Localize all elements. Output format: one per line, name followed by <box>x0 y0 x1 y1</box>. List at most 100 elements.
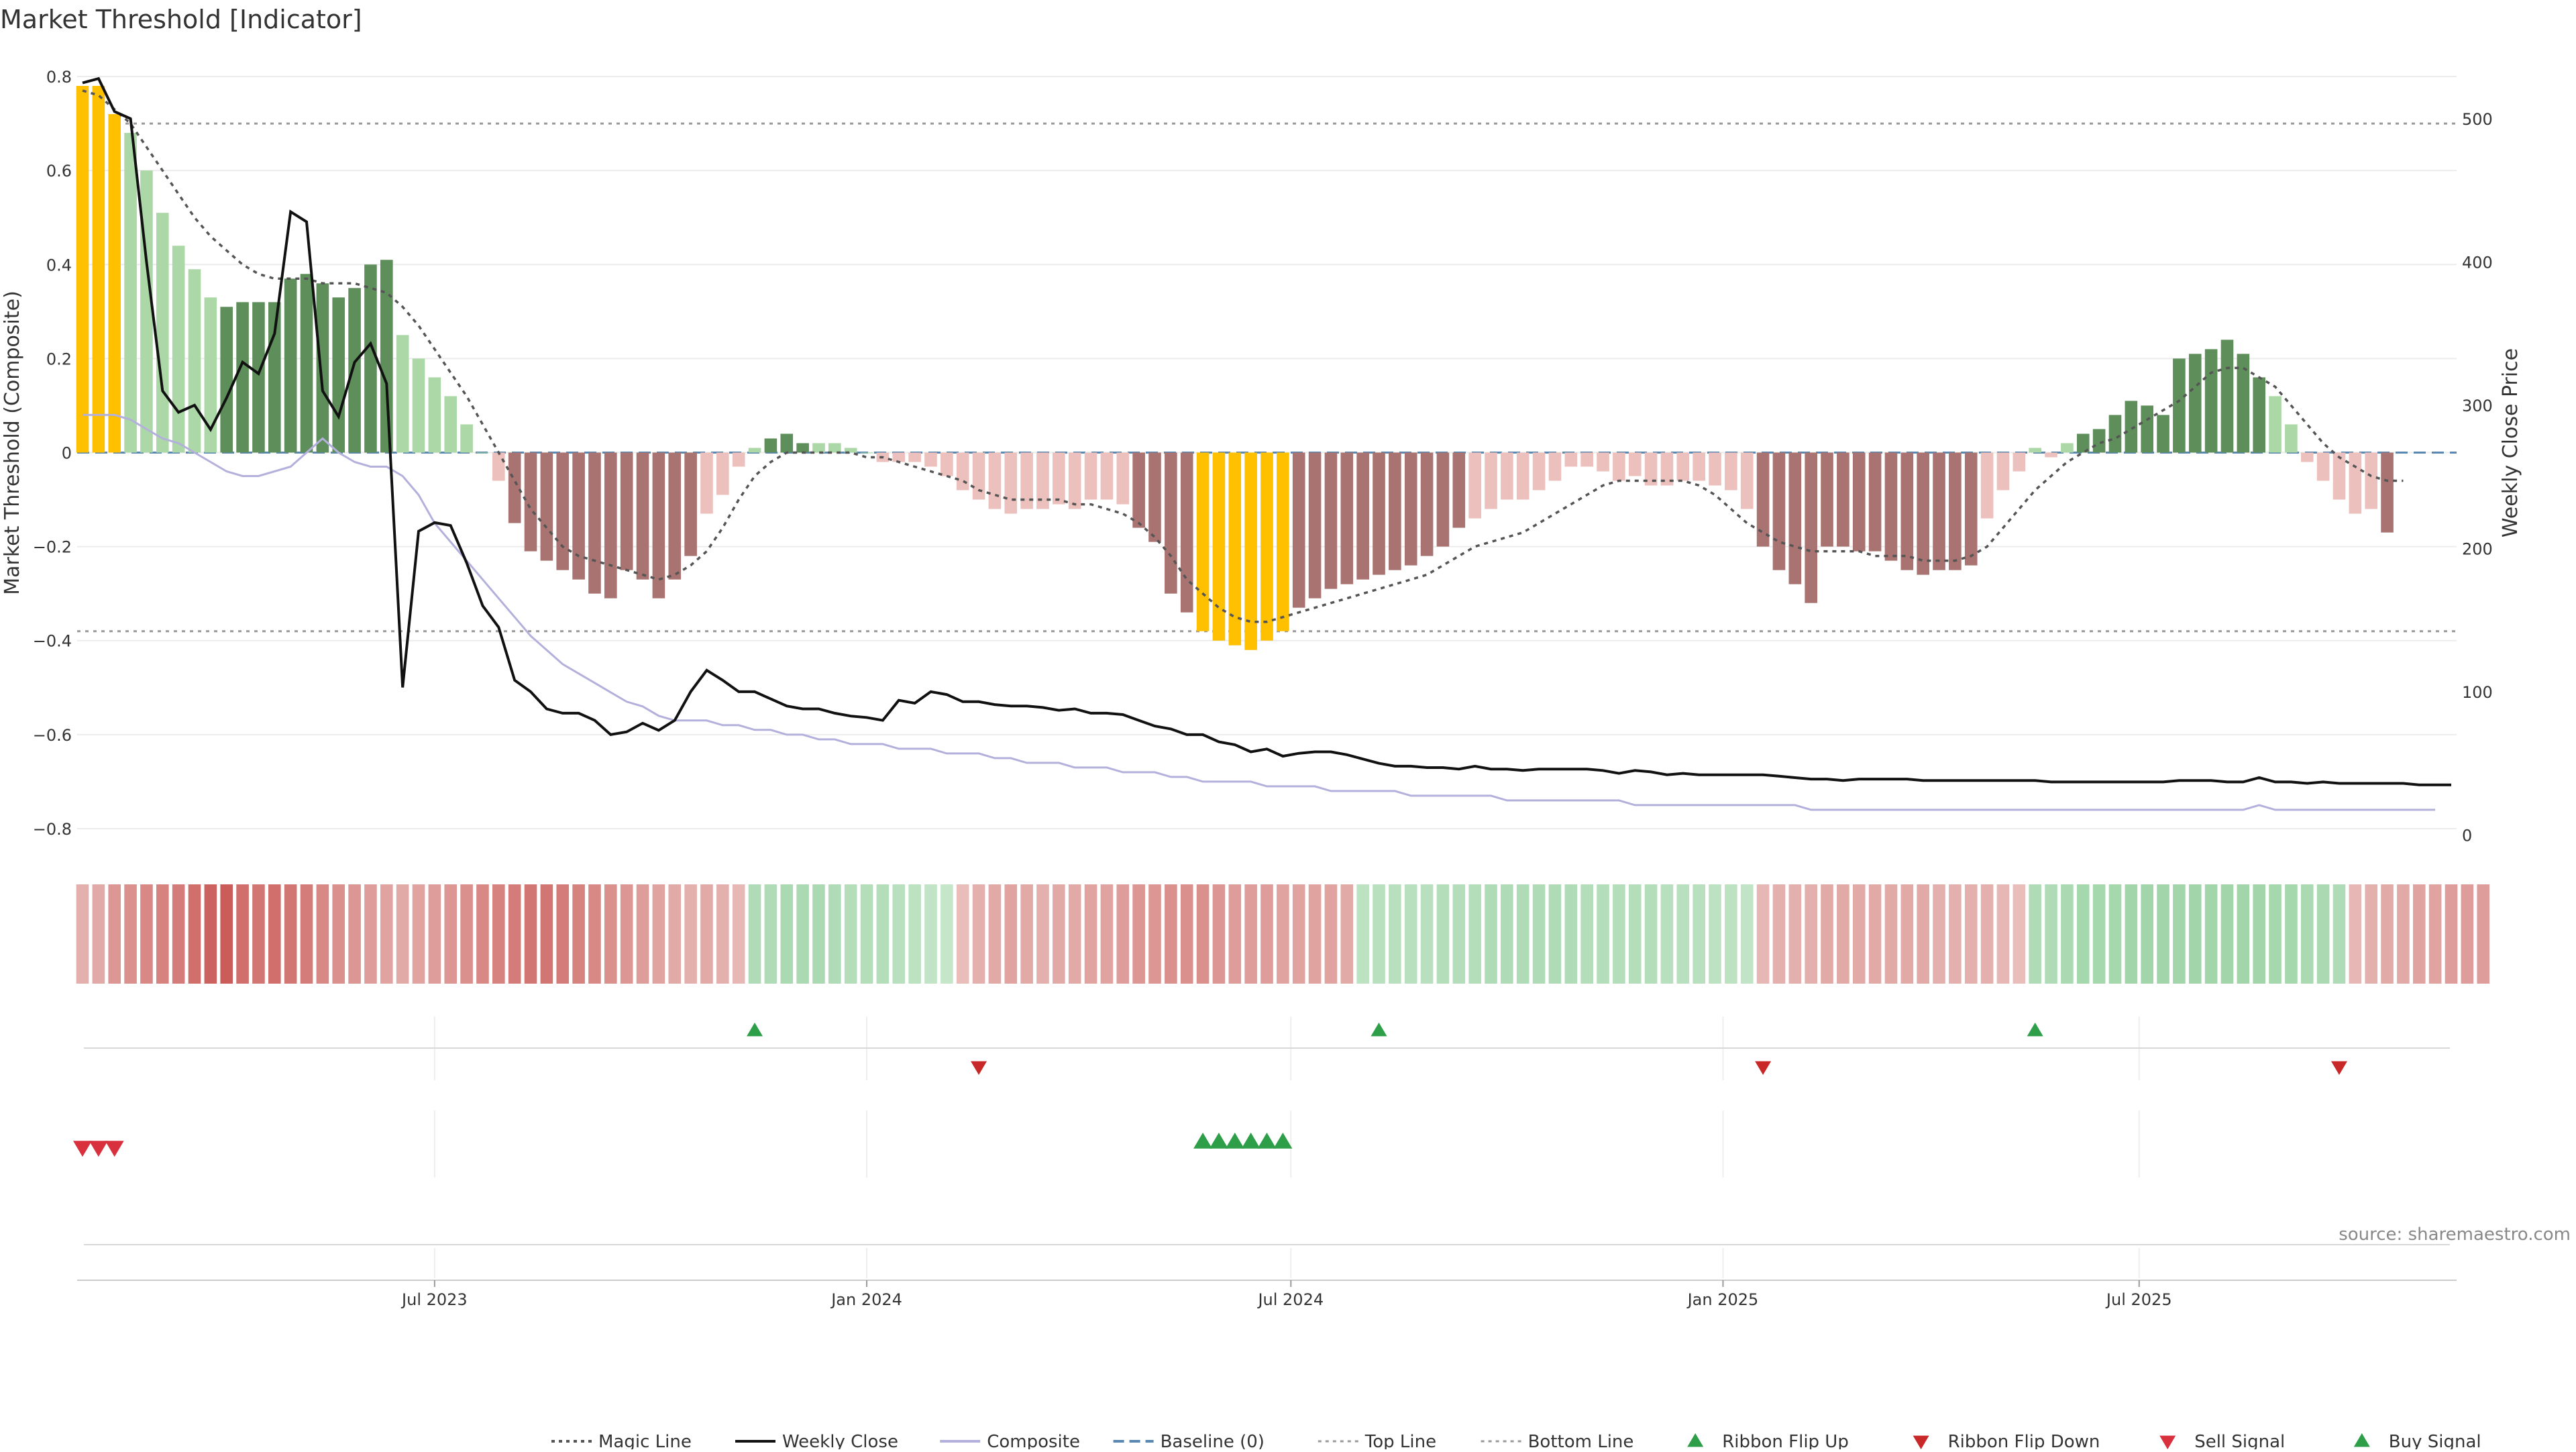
composite-bar <box>332 297 345 453</box>
ribbon-cell <box>2076 884 2090 984</box>
ribbon-cell <box>956 884 969 984</box>
composite-bar <box>188 269 201 453</box>
legend-label: Weekly Close <box>782 1432 898 1449</box>
composite-bar <box>2141 405 2154 453</box>
composite-bar <box>508 452 521 523</box>
ribbon-cell <box>2157 884 2169 984</box>
ribbon-cell <box>1116 884 1130 984</box>
ribbon-cell <box>2237 884 2250 984</box>
composite-bar <box>284 278 297 453</box>
ribbon-cell <box>1516 884 1529 984</box>
y-tick-right-label: 300 <box>2462 397 2493 415</box>
ribbon-cell <box>684 884 697 984</box>
ribbon-cell <box>572 884 585 984</box>
ribbon-cell <box>2204 884 2218 984</box>
ribbon-cell <box>1740 884 1754 984</box>
composite-bar <box>1324 452 1338 589</box>
ribbon-cell <box>204 884 217 984</box>
ribbon-cell <box>2365 884 2378 984</box>
ribbon-cell <box>2300 884 2314 984</box>
ribbon-cell <box>716 884 729 984</box>
composite-bar <box>924 452 937 467</box>
composite-bar <box>1452 452 1466 528</box>
y-axis-right-title: Weekly Close Price <box>2499 348 2522 537</box>
composite-bar <box>2269 396 2282 453</box>
buy-signal-marker <box>1225 1133 1244 1149</box>
ribbon-cell <box>252 884 265 984</box>
ribbon-cell <box>1772 884 1786 984</box>
ribbon-cell <box>636 884 649 984</box>
ribbon-cell <box>1373 884 1385 984</box>
composite-bar <box>2029 448 2041 453</box>
ribbon-cell <box>1244 884 1257 984</box>
ribbon-cell <box>220 884 233 984</box>
ribbon-cell <box>812 884 825 984</box>
legend-label: Baseline (0) <box>1161 1432 1265 1449</box>
ribbon-cell <box>1212 884 1226 984</box>
ribbon-cell <box>428 884 441 984</box>
composite-bar <box>1580 452 1593 467</box>
ribbon-cell <box>1308 884 1322 984</box>
ribbon-cell <box>764 884 777 984</box>
ribbon-cell <box>1949 884 1962 984</box>
composite-bar <box>716 452 729 495</box>
composite-bar <box>2157 415 2169 453</box>
composite-bar <box>1597 452 1609 472</box>
composite-bar <box>1053 452 1065 505</box>
composite-bar <box>700 452 713 514</box>
sell-signal-marker <box>73 1141 92 1157</box>
composite-bar <box>588 452 601 594</box>
composite-bar <box>1148 452 1161 542</box>
composite-bar <box>76 86 89 453</box>
composite-bar <box>1501 452 1513 500</box>
composite-bar <box>1660 452 1674 486</box>
composite-bar <box>1980 452 1994 519</box>
ribbon-cell <box>732 884 745 984</box>
ribbon-cell <box>972 884 985 984</box>
y-tick-left-label: −0.4 <box>33 632 72 651</box>
y-tick-right-label: 200 <box>2462 539 2493 558</box>
ribbon-cell <box>2428 884 2442 984</box>
ribbon-cell <box>476 884 489 984</box>
y-tick-right-label: 400 <box>2462 253 2493 272</box>
ribbon-cell <box>1180 884 1193 984</box>
buy-signal-marker <box>1257 1133 1277 1149</box>
legend-label: Magic Line <box>598 1432 692 1449</box>
ribbon-cell <box>908 884 921 984</box>
ribbon-cell <box>268 884 281 984</box>
composite-bar <box>572 452 585 580</box>
composite-bar <box>620 452 633 570</box>
composite-bar <box>220 307 233 453</box>
ribbon-cell <box>1148 884 1161 984</box>
y-tick-left-label: 0.4 <box>46 256 72 274</box>
composite-bar <box>2076 433 2090 453</box>
ribbon-flip-up-marker <box>747 1023 763 1037</box>
magic-line <box>82 89 2404 623</box>
ribbon-cell <box>1485 884 1497 984</box>
ribbon-cell <box>508 884 521 984</box>
ribbon-cell <box>1548 884 1562 984</box>
ribbon-cell <box>1884 884 1898 984</box>
ribbon-cell <box>2029 884 2041 984</box>
ribbon-cell <box>1292 884 1305 984</box>
legend-label: Sell Signal <box>2194 1432 2285 1449</box>
composite-bar <box>2204 349 2218 453</box>
buy-signal-marker <box>1241 1133 1260 1149</box>
x-tick-label: Jul 2024 <box>1256 1290 1324 1309</box>
ribbon-cell <box>188 884 201 984</box>
composite-bar <box>780 433 794 453</box>
ribbon-cell <box>860 884 873 984</box>
composite-bar <box>2316 452 2330 481</box>
composite-bar <box>1212 452 1226 641</box>
composite-bar <box>1532 452 1546 490</box>
composite-bar <box>1004 452 1018 514</box>
source-label: source: sharemaestro.com <box>2339 1225 2571 1245</box>
ribbon-cell <box>1821 884 1833 984</box>
composite-bar <box>1068 452 1081 509</box>
composite-bar <box>92 86 105 453</box>
composite-bar <box>524 452 537 552</box>
ribbon-cell <box>2412 884 2426 984</box>
composite-bar <box>2188 354 2202 453</box>
composite-bar <box>1084 452 1097 500</box>
legend-label: Ribbon Flip Up <box>1722 1432 1849 1449</box>
